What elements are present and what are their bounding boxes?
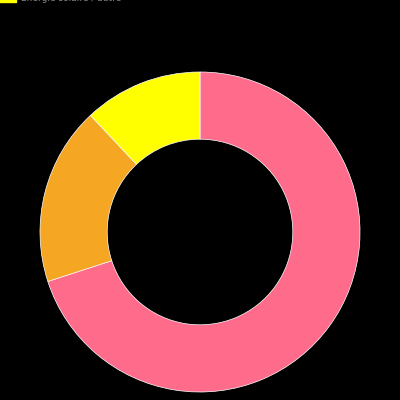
- Wedge shape: [40, 115, 136, 282]
- Wedge shape: [48, 72, 360, 392]
- Legend: Énergie fossile, Énergie renouvelable (bois, déchets, thermique), Énergie solair: Énergie fossile, Énergie renouvelable (b…: [0, 0, 242, 5]
- Wedge shape: [90, 72, 200, 164]
